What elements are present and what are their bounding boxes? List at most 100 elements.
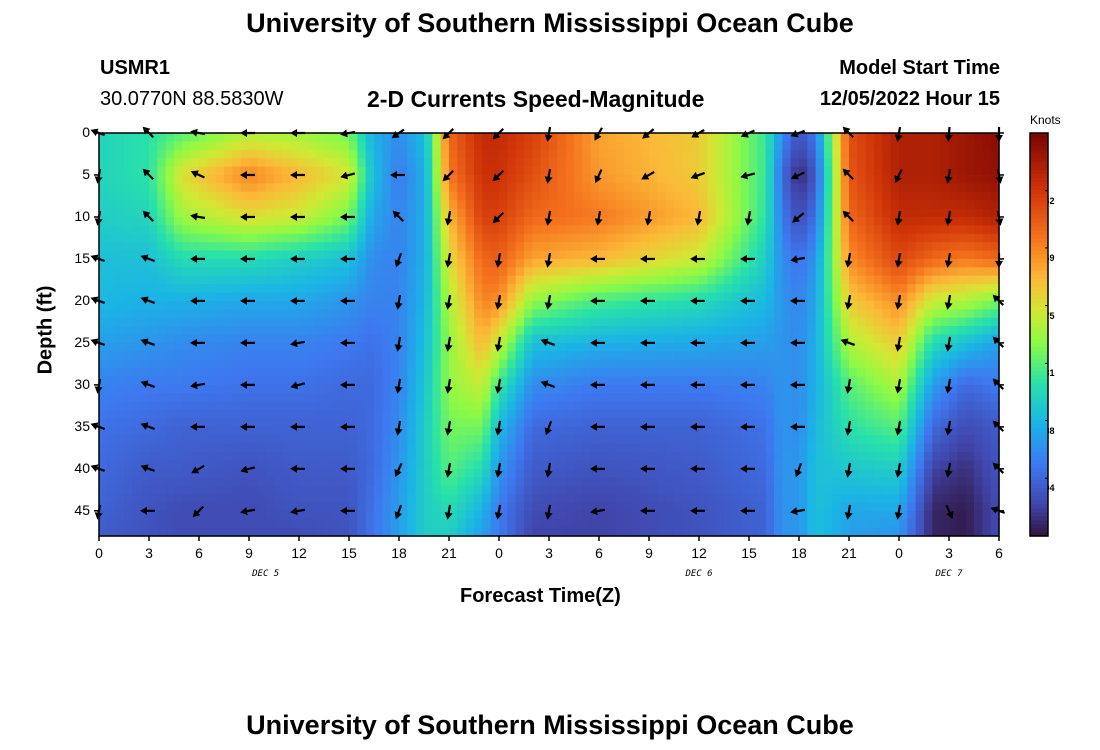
heatmap-cell [815,334,825,344]
heatmap-cell [140,376,150,386]
heatmap-cell [157,435,167,445]
heatmap-cell [924,141,933,151]
heatmap-cell [282,452,292,462]
heatmap-cell [682,225,692,235]
heatmap-cell [382,401,392,411]
heatmap-cell [490,519,500,529]
heatmap-cell [549,317,558,327]
heatmap-cell [407,435,417,445]
heatmap-cell [432,216,442,226]
heatmap-cell [607,393,617,403]
heatmap-cell [165,460,175,470]
heatmap-cell [174,468,183,478]
heatmap-cell [832,267,842,277]
heatmap-cell [932,191,942,201]
heatmap-cell [132,284,142,294]
heatmap-cell [657,443,667,453]
heatmap-cell [199,133,208,142]
heatmap-cell [782,342,792,352]
heatmap-cell [382,309,392,319]
heatmap-cell [290,284,300,294]
heatmap-cell [649,242,658,252]
heatmap-cell [515,225,525,235]
heatmap-cell [332,208,342,218]
heatmap-cell [390,309,400,319]
heatmap-cell [407,485,417,495]
heatmap-cell [574,435,583,445]
heatmap-cell [574,200,583,210]
heatmap-cell [949,401,958,411]
heatmap-cell [840,410,850,420]
heatmap-cell [582,351,592,361]
heatmap-cell [107,435,117,445]
heatmap-cell [165,141,175,151]
heatmap-cell [407,133,417,142]
heatmap-cell [399,435,408,445]
heatmap-cell [574,401,583,411]
x-tick-label: 21 [841,545,857,561]
heatmap-cell [532,216,542,226]
heatmap-cell [632,485,642,495]
heatmap-cell [782,191,792,201]
heatmap-cell [107,384,117,394]
heatmap-cell [365,233,375,243]
heatmap-cell [149,393,158,403]
heatmap-cell [207,443,217,453]
heatmap-cell [690,485,700,495]
heatmap-cell [599,183,608,193]
heatmap-cell [599,368,608,378]
heatmap-cell [540,292,550,302]
heatmap-cell [299,284,308,294]
heatmap-cell [790,452,800,462]
heatmap-cell [782,326,792,336]
heatmap-cell [124,309,133,319]
heatmap-cell [224,393,233,403]
heatmap-cell [440,166,450,176]
heatmap-cell [890,359,900,369]
heatmap-cell [390,258,400,268]
heatmap-cell [824,166,833,176]
heatmap-cell [490,435,500,445]
heatmap-cell [490,334,500,344]
heatmap-cell [740,267,750,277]
heatmap-cell [424,158,433,168]
heatmap-cell [99,418,108,428]
heatmap-cell [790,242,800,252]
heatmap-cell [782,158,792,168]
heatmap-cell [807,317,817,327]
heatmap-cell [299,477,308,487]
heatmap-cell [624,468,633,478]
heatmap-cell [224,183,233,193]
heatmap-cell [307,300,317,310]
heatmap-cell [549,166,558,176]
heatmap-cell [174,158,183,168]
heatmap-cell [490,452,500,462]
heatmap-cell [874,426,883,436]
heatmap-cell [132,494,142,504]
heatmap-cell [382,376,392,386]
heatmap-cell [882,166,892,176]
heatmap-cell [674,275,683,285]
heatmap-cell [732,485,742,495]
heatmap-cell [540,284,550,294]
heatmap-cell [924,477,933,487]
heatmap-cell [515,284,525,294]
heatmap-cell [765,292,775,302]
heatmap-cell [574,300,583,310]
heatmap-cell [949,334,958,344]
heatmap-cell [232,460,242,470]
heatmap-cell [340,166,350,176]
heatmap-cell [457,267,467,277]
heatmap-cell [107,510,117,520]
heatmap-cell [432,477,442,487]
heatmap-cell [240,258,250,268]
heatmap-cell [490,426,500,436]
heatmap-cell [149,300,158,310]
heatmap-cell [382,158,392,168]
heatmap-cell [115,485,125,495]
heatmap-cell [165,225,175,235]
heatmap-cell [432,494,442,504]
heatmap-cell [465,141,475,151]
heatmap-cell [924,208,933,218]
heatmap-cell [532,133,542,142]
